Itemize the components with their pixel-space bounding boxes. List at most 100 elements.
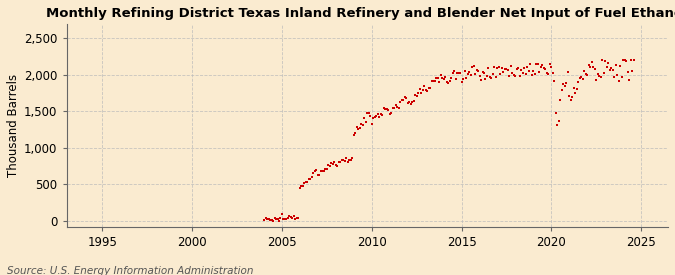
Point xyxy=(576,74,587,79)
Point xyxy=(481,74,492,79)
Point xyxy=(425,86,435,90)
Point xyxy=(627,69,638,73)
Point xyxy=(327,161,338,166)
Point xyxy=(612,73,622,77)
Point xyxy=(560,84,570,88)
Point xyxy=(284,214,295,219)
Point xyxy=(319,169,329,173)
Point xyxy=(524,69,535,73)
Point xyxy=(386,111,397,115)
Point xyxy=(546,64,557,69)
Point xyxy=(456,80,467,84)
Point xyxy=(325,164,335,168)
Point xyxy=(410,93,421,97)
Point xyxy=(314,172,325,177)
Point xyxy=(380,107,391,111)
Point xyxy=(304,176,315,181)
Point xyxy=(278,216,289,221)
Point xyxy=(598,71,609,75)
Point xyxy=(362,111,373,116)
Point xyxy=(259,218,269,222)
Point xyxy=(346,158,356,163)
Point xyxy=(443,81,454,85)
Point xyxy=(622,70,633,75)
Point xyxy=(591,78,601,82)
Point xyxy=(577,77,588,81)
Point xyxy=(453,70,464,75)
Point xyxy=(562,70,573,74)
Point xyxy=(432,76,443,80)
Point xyxy=(374,115,385,120)
Point xyxy=(416,90,427,95)
Point xyxy=(555,97,566,102)
Point xyxy=(497,65,508,70)
Point xyxy=(435,73,446,78)
Point xyxy=(352,125,362,129)
Point xyxy=(608,68,618,72)
Point xyxy=(308,170,319,175)
Point xyxy=(356,122,367,126)
Point xyxy=(377,112,387,117)
Point xyxy=(333,160,344,164)
Point xyxy=(262,217,273,221)
Point xyxy=(531,61,542,66)
Point xyxy=(396,98,407,102)
Point xyxy=(414,87,425,91)
Point xyxy=(529,72,540,76)
Point xyxy=(271,217,281,221)
Point xyxy=(354,126,365,130)
Point xyxy=(311,168,322,172)
Point xyxy=(306,175,317,180)
Point xyxy=(294,186,305,191)
Point xyxy=(619,58,630,62)
Point xyxy=(495,72,506,76)
Point xyxy=(365,114,376,118)
Point xyxy=(426,78,437,83)
Point xyxy=(564,94,574,98)
Point xyxy=(434,80,445,85)
Point xyxy=(537,63,547,67)
Point xyxy=(428,79,439,83)
Point xyxy=(603,61,614,65)
Point xyxy=(400,95,410,100)
Point xyxy=(597,57,608,62)
Point xyxy=(487,72,498,76)
Point xyxy=(462,72,473,77)
Point xyxy=(287,216,298,220)
Point xyxy=(556,88,567,92)
Point xyxy=(464,69,475,74)
Point xyxy=(338,158,349,162)
Point xyxy=(395,100,406,104)
Point xyxy=(405,102,416,106)
Point xyxy=(522,65,533,70)
Point xyxy=(628,57,639,62)
Point xyxy=(417,88,428,92)
Point xyxy=(528,69,539,73)
Point xyxy=(384,112,395,117)
Point xyxy=(547,70,558,75)
Point xyxy=(299,181,310,186)
Point xyxy=(350,131,360,136)
Point xyxy=(540,67,551,71)
Point xyxy=(609,75,620,79)
Title: Monthly Refining District Texas Inland Refinery and Blender Net Input of Fuel Et: Monthly Refining District Texas Inland R… xyxy=(47,7,675,20)
Point xyxy=(286,215,296,219)
Point xyxy=(404,100,414,104)
Point xyxy=(568,86,579,90)
Point xyxy=(567,95,578,99)
Point xyxy=(545,62,556,66)
Point xyxy=(305,177,316,181)
Point xyxy=(518,71,529,76)
Point xyxy=(468,64,479,68)
Point xyxy=(571,87,582,91)
Point xyxy=(588,65,599,69)
Point xyxy=(534,70,545,75)
Point xyxy=(594,74,605,78)
Point xyxy=(465,73,476,77)
Point xyxy=(383,108,394,112)
Point xyxy=(265,218,275,223)
Point xyxy=(483,66,494,70)
Point xyxy=(459,69,470,73)
Point xyxy=(516,67,526,72)
Point xyxy=(272,217,283,221)
